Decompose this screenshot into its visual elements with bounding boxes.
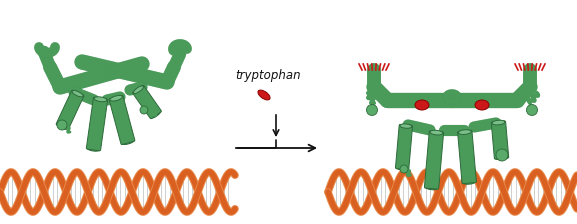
Ellipse shape	[430, 130, 443, 135]
Ellipse shape	[110, 95, 122, 101]
Ellipse shape	[258, 90, 270, 100]
Ellipse shape	[463, 180, 475, 184]
Ellipse shape	[72, 90, 83, 97]
Ellipse shape	[495, 155, 508, 160]
Ellipse shape	[151, 110, 160, 118]
Ellipse shape	[526, 105, 538, 116]
Ellipse shape	[496, 149, 508, 161]
Ellipse shape	[415, 100, 429, 110]
Ellipse shape	[425, 185, 438, 190]
FancyBboxPatch shape	[458, 130, 477, 184]
Ellipse shape	[458, 130, 471, 134]
Ellipse shape	[366, 105, 377, 116]
Ellipse shape	[87, 146, 100, 151]
Text: tryptophan: tryptophan	[235, 69, 301, 82]
Ellipse shape	[492, 120, 505, 125]
FancyBboxPatch shape	[491, 121, 509, 159]
FancyBboxPatch shape	[425, 131, 444, 189]
Ellipse shape	[57, 120, 67, 130]
FancyBboxPatch shape	[133, 85, 162, 119]
FancyBboxPatch shape	[109, 95, 135, 144]
Ellipse shape	[140, 106, 148, 114]
FancyBboxPatch shape	[56, 90, 84, 130]
FancyBboxPatch shape	[395, 124, 413, 170]
FancyBboxPatch shape	[87, 97, 108, 151]
Ellipse shape	[400, 165, 408, 173]
Ellipse shape	[400, 124, 412, 128]
Ellipse shape	[475, 100, 489, 110]
Ellipse shape	[94, 97, 107, 102]
Ellipse shape	[133, 86, 144, 94]
Ellipse shape	[122, 139, 134, 144]
Ellipse shape	[57, 123, 68, 129]
Ellipse shape	[396, 166, 408, 170]
